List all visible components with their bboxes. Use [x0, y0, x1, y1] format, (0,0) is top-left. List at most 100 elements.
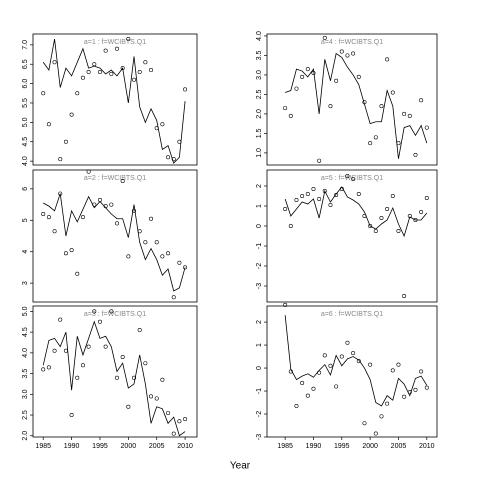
- data-point: [114, 221, 119, 226]
- data-point: [171, 295, 176, 300]
- data-point: [92, 62, 97, 67]
- data-point: [63, 251, 68, 256]
- data-point: [379, 414, 384, 419]
- y-tick-label: 5.0: [22, 306, 29, 316]
- data-point: [294, 403, 299, 408]
- data-point: [413, 152, 418, 157]
- data-point: [183, 417, 188, 422]
- data-point: [390, 368, 395, 373]
- data-point: [294, 86, 299, 91]
- x-axis-label: Year: [230, 461, 251, 472]
- data-point: [126, 37, 131, 42]
- data-point: [52, 348, 57, 353]
- data-point: [75, 375, 80, 380]
- data-point: [52, 229, 57, 234]
- data-point: [143, 60, 148, 65]
- panel-frame: [266, 169, 438, 303]
- data-point: [52, 60, 57, 65]
- series-line: [42, 38, 186, 164]
- data-point: [46, 365, 51, 370]
- y-tick-label: 3.0: [22, 389, 29, 399]
- data-point: [419, 369, 424, 374]
- data-point: [362, 100, 367, 105]
- y-tick-label: 3.5: [256, 50, 263, 60]
- data-point: [183, 265, 188, 270]
- panel-title: a=6 : f=WCIBTS.Q1: [321, 311, 383, 318]
- data-point: [103, 204, 108, 209]
- data-point: [92, 202, 97, 207]
- x-tick-label: 2010: [177, 443, 193, 450]
- data-point: [143, 361, 148, 366]
- data-point: [402, 111, 407, 116]
- data-point: [103, 48, 108, 53]
- data-point: [86, 344, 91, 349]
- data-point: [424, 385, 429, 390]
- data-point: [166, 251, 171, 256]
- data-point: [407, 113, 412, 118]
- data-point: [283, 302, 288, 307]
- data-point: [132, 375, 137, 380]
- data-point: [407, 214, 412, 219]
- x-tick-label: 2000: [362, 443, 378, 450]
- y-tick-label: 1: [256, 204, 263, 208]
- data-point: [41, 367, 46, 372]
- data-point: [402, 293, 407, 298]
- data-point: [328, 203, 333, 208]
- data-point: [373, 229, 378, 234]
- y-tick-label: 4.5: [22, 327, 29, 337]
- series-line: [284, 315, 428, 407]
- data-point: [288, 224, 293, 229]
- y-tick-label: 1: [256, 343, 263, 347]
- data-point: [385, 57, 390, 62]
- y-tick-label: 7.0: [22, 40, 29, 50]
- data-point: [86, 69, 91, 74]
- x-tick-label: 1985: [35, 443, 51, 450]
- data-point: [339, 49, 344, 54]
- x-tick-label: 1990: [64, 443, 80, 450]
- data-point: [345, 340, 350, 345]
- data-point: [137, 328, 142, 333]
- series-line: [42, 320, 186, 437]
- x-tick-label: 1990: [306, 443, 322, 450]
- data-point: [305, 192, 310, 197]
- x-tick-label: 1995: [92, 443, 108, 450]
- data-point: [373, 431, 378, 436]
- data-point: [63, 139, 68, 144]
- y-tick-label: -2: [256, 411, 263, 417]
- data-point: [132, 208, 137, 213]
- data-point: [362, 214, 367, 219]
- data-point: [103, 344, 108, 349]
- data-point: [317, 370, 322, 375]
- x-tick-label: 1985: [277, 443, 293, 450]
- panel-title: a=3 : f=WCIBTS.Q1: [84, 311, 146, 318]
- data-point: [97, 319, 102, 324]
- data-point: [109, 71, 114, 76]
- x-tick-label: 2005: [391, 443, 407, 450]
- data-point: [80, 215, 85, 220]
- data-point: [166, 155, 171, 160]
- data-point: [300, 74, 305, 79]
- data-point: [177, 419, 182, 424]
- panel-frame: [266, 305, 438, 438]
- panel-frame: [32, 169, 198, 303]
- data-point: [149, 216, 154, 221]
- data-point: [283, 106, 288, 111]
- data-point: [137, 69, 142, 74]
- data-point: [114, 375, 119, 380]
- data-point: [390, 90, 395, 95]
- data-point: [75, 91, 80, 96]
- data-point: [160, 122, 165, 127]
- data-point: [97, 197, 102, 202]
- data-point: [396, 229, 401, 234]
- data-point: [171, 431, 176, 436]
- data-point: [368, 224, 373, 229]
- x-tick-label: 2010: [419, 443, 435, 450]
- data-point: [41, 91, 46, 96]
- data-point: [69, 413, 74, 418]
- data-point: [322, 353, 327, 358]
- y-tick-label: 2: [256, 320, 263, 324]
- y-tick-label: -1: [256, 243, 263, 249]
- data-point: [334, 78, 339, 83]
- y-tick-label: 4.0: [256, 31, 263, 41]
- data-point: [351, 51, 356, 56]
